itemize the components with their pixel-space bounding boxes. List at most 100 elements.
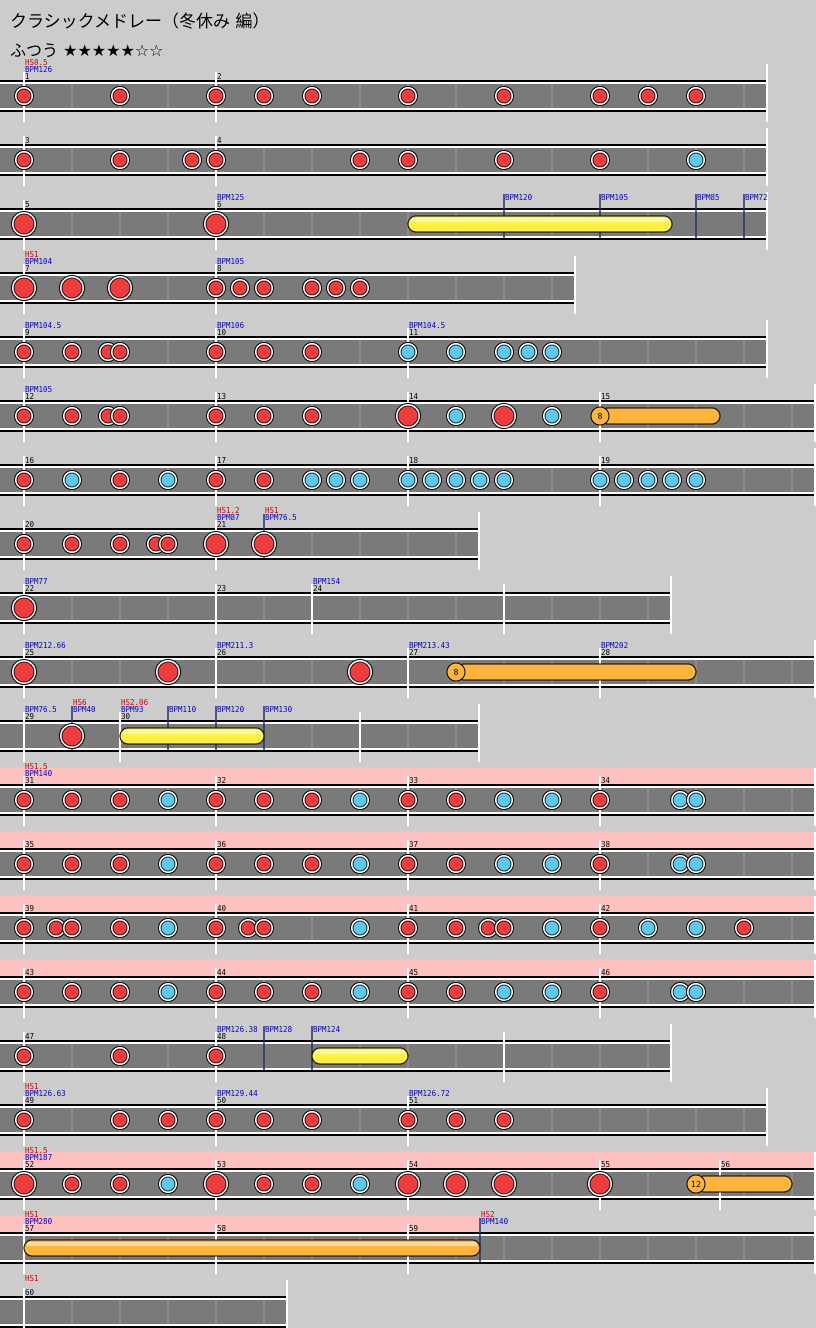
bpm-label: BPM126.38 [217, 1025, 258, 1034]
don-note [16, 472, 32, 488]
lane-edge-bottom [0, 620, 672, 622]
don-note [64, 792, 80, 808]
ka-note [352, 856, 368, 872]
don-note [64, 1176, 80, 1192]
don-note [13, 213, 35, 235]
don-note [112, 856, 128, 872]
measure-number: 27 [409, 648, 418, 657]
bpm-label: BPM211.3 [217, 641, 253, 650]
don-note [16, 920, 32, 936]
balloon-note [590, 406, 610, 426]
don-note [208, 920, 224, 936]
don-note [112, 344, 128, 360]
don-note [160, 536, 176, 552]
don-note [64, 920, 80, 936]
balloon-note [446, 662, 466, 682]
lane-border-top [0, 336, 768, 338]
don-note [13, 277, 35, 299]
ka-note [544, 344, 560, 360]
lane-edge-top [0, 722, 480, 724]
bpm-label: BPM104 [25, 257, 53, 266]
don-note [397, 405, 419, 427]
don-note [256, 88, 272, 104]
ka-note [400, 344, 416, 360]
don-note [112, 792, 128, 808]
lane-edge-bottom [0, 172, 768, 174]
ka-note [672, 984, 688, 1000]
don-note [400, 1112, 416, 1128]
don-note [208, 792, 224, 808]
bpm-label: BPM280 [25, 1217, 53, 1226]
lane-border-top [0, 144, 768, 146]
ka-note [64, 472, 80, 488]
ka-note [592, 472, 608, 488]
drumroll-shine [315, 1050, 405, 1054]
don-note [13, 661, 35, 683]
lane-edge-bottom [0, 1324, 288, 1326]
bpm-label: BPM104.5 [409, 321, 445, 330]
lane-edge-top [0, 1298, 288, 1300]
don-note [592, 792, 608, 808]
difficulty-label: ふつう [10, 41, 59, 60]
don-note [208, 1048, 224, 1064]
measure-number: 48 [217, 1032, 227, 1041]
don-note [208, 856, 224, 872]
ka-note [672, 792, 688, 808]
ka-note [160, 856, 176, 872]
don-note [592, 152, 608, 168]
measure-number: 29 [25, 712, 34, 721]
hs-label: HS1.5 [25, 762, 48, 771]
measure-number: 39 [25, 904, 34, 913]
hs-label: HS1 [265, 506, 279, 515]
measure-number: 38 [601, 840, 611, 849]
don-note [208, 408, 224, 424]
don-note [496, 920, 512, 936]
balloon-tail [455, 663, 697, 681]
don-note [16, 1112, 32, 1128]
don-note [112, 152, 128, 168]
ka-note [400, 472, 416, 488]
lane [0, 594, 672, 622]
don-note [448, 856, 464, 872]
don-note [256, 856, 272, 872]
measure-number: 5 [25, 200, 30, 209]
hs-label: HS6 [73, 698, 87, 707]
don-note [64, 408, 80, 424]
bpm-label: BPM76.5 [265, 513, 297, 522]
lane-edge-top [0, 1106, 768, 1108]
don-note [304, 792, 320, 808]
lane-border-bottom [0, 622, 672, 624]
lane-edge-top [0, 1042, 672, 1044]
measure-number: 12 [25, 392, 34, 401]
don-note [13, 597, 35, 619]
lane [0, 1298, 288, 1326]
bpm-label: BPM140 [481, 1217, 509, 1226]
don-note [112, 1048, 128, 1064]
don-note [184, 152, 200, 168]
ka-note [424, 472, 440, 488]
don-note [16, 88, 32, 104]
measure-number: 58 [217, 1224, 227, 1233]
don-note [400, 984, 416, 1000]
don-note [112, 1176, 128, 1192]
bpm-label: BPM104.5 [25, 321, 61, 330]
bpm-label: BPM154 [313, 577, 341, 586]
don-note [157, 661, 179, 683]
measure-number: 23 [217, 584, 226, 593]
measure-number: 50 [217, 1096, 227, 1105]
don-note [592, 88, 608, 104]
bpm-label: BPM105 [25, 385, 52, 394]
ka-note [688, 920, 704, 936]
don-note [688, 88, 704, 104]
don-note [16, 1048, 32, 1064]
lane-border-bottom [0, 1134, 768, 1136]
lane-edge-bottom [0, 300, 576, 302]
lane-border-top [0, 528, 480, 530]
measure-number: 13 [217, 392, 226, 401]
bpm-label: BPM129.44 [217, 1089, 258, 1098]
gogo-band [0, 1216, 480, 1234]
measure-number: 47 [25, 1032, 34, 1041]
hs-label: HS1 [25, 1082, 39, 1091]
measure-number: 30 [121, 712, 131, 721]
don-note [256, 280, 272, 296]
